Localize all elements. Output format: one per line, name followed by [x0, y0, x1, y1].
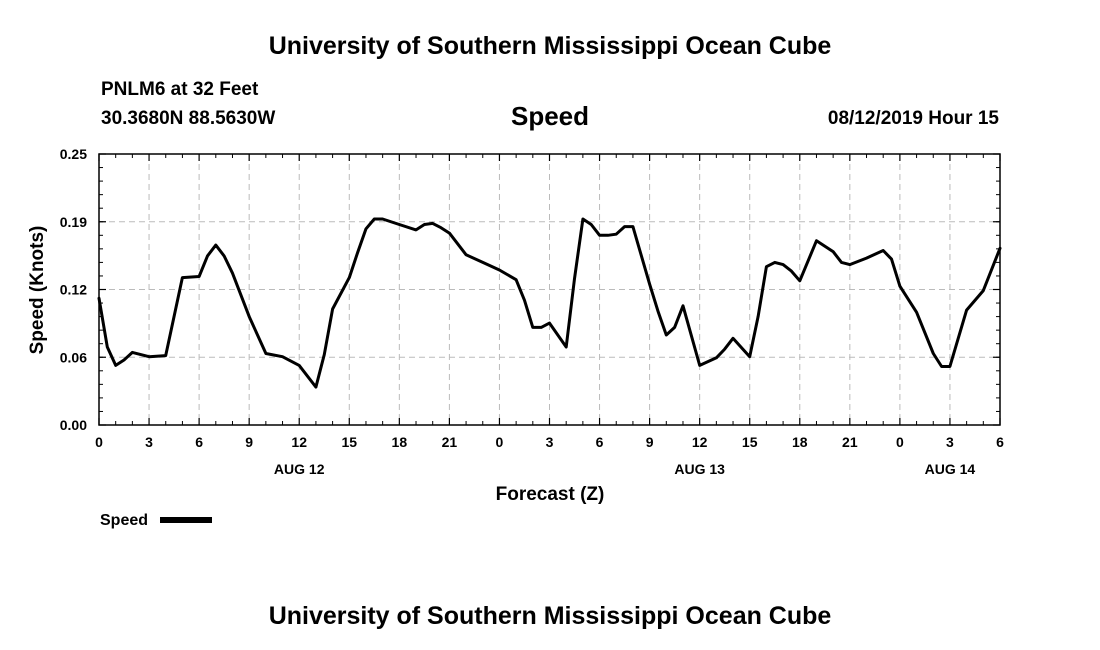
grid: [99, 154, 1000, 425]
x-tick-label: 6: [596, 434, 604, 450]
footer-title: University of Southern Mississippi Ocean…: [269, 602, 832, 630]
x-tick-label: 12: [291, 434, 307, 450]
x-tick-label: 18: [792, 434, 808, 450]
x-tick-label: 15: [341, 434, 357, 450]
y-tick-label: 0.06: [60, 349, 87, 365]
x-tick-label: 18: [392, 434, 408, 450]
legend: Speed: [100, 512, 212, 529]
x-tick-label: 9: [646, 434, 654, 450]
x-tick-label: 15: [742, 434, 758, 450]
day-label: AUG 12: [274, 461, 325, 477]
x-tick-label: 0: [896, 434, 904, 450]
x-tick-label: 3: [546, 434, 554, 450]
y-tick-label: 0.00: [60, 417, 87, 433]
x-tick-label: 21: [842, 434, 858, 450]
x-tick-label: 6: [996, 434, 1004, 450]
x-tick-label: 0: [95, 434, 103, 450]
chart-subtitle: Speed: [511, 101, 589, 131]
axis-ticks: [98, 153, 1001, 426]
x-tick-label: 3: [946, 434, 954, 450]
station-label: PNLM6 at 32 Feet: [101, 79, 259, 100]
y-tick-label: 0.19: [60, 214, 87, 230]
series-layer: [97, 217, 1002, 389]
x-axis-label: Forecast (Z): [496, 484, 605, 505]
x-tick-labels: 0 3 6 9 12 15 18 21 0 3 6 9 12 15 18 21 0 3 6: [95, 434, 1004, 450]
legend-label: Speed: [100, 512, 148, 529]
x-tick-label: 12: [692, 434, 708, 450]
day-label: AUG 14: [925, 461, 976, 477]
x-tick-label: 0: [496, 434, 504, 450]
x-tick-label: 21: [442, 434, 458, 450]
series-line-speed: [97, 217, 1002, 389]
location-label: 30.3680N 88.5630W: [101, 108, 275, 129]
day-labels: AUG 12 AUG 13 AUG 14: [274, 461, 976, 477]
day-label: AUG 13: [674, 461, 725, 477]
y-axis-label: Speed (Knots): [27, 226, 48, 355]
chart-title: University of Southern Mississippi Ocean…: [269, 32, 832, 60]
x-tick-label: 3: [145, 434, 153, 450]
legend-swatch: [160, 517, 212, 523]
y-tick-label: 0.12: [60, 282, 87, 298]
x-tick-label: 6: [195, 434, 203, 450]
timestamp-label: 08/12/2019 Hour 15: [828, 108, 1000, 129]
x-tick-label: 9: [245, 434, 253, 450]
y-tick-labels: 0.00 0.06 0.12 0.19 0.25: [60, 146, 87, 433]
y-tick-label: 0.25: [60, 146, 87, 162]
